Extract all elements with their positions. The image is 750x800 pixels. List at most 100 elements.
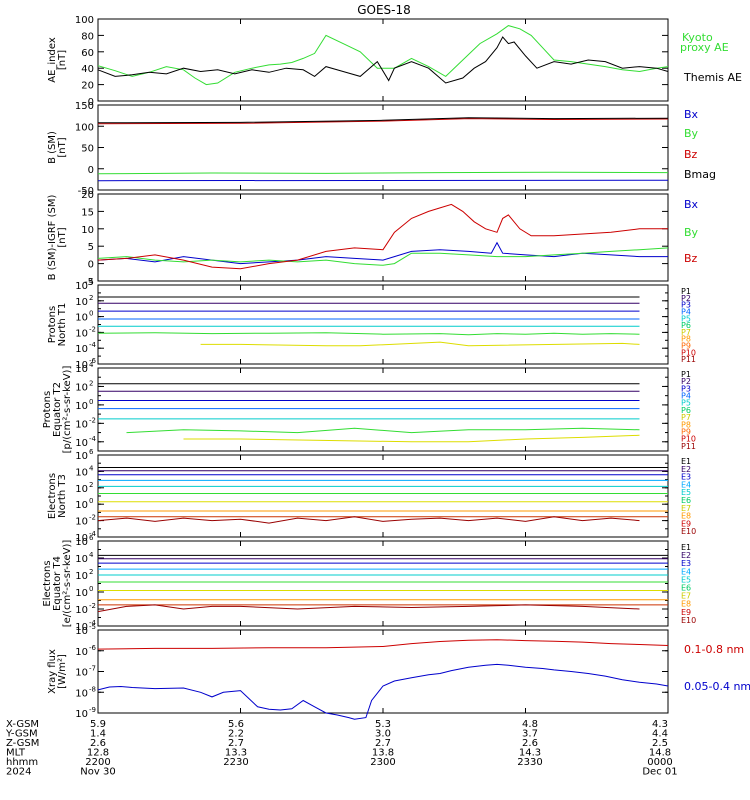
legend-label: P8 [681,420,691,429]
footer-row-label: 2024 [6,767,31,778]
y-tick-exponent: 2 [89,379,93,387]
legend-label: P6 [681,406,691,415]
footer-row-label: X-GSM [6,719,39,730]
y-axis-label: Protons [47,306,58,343]
legend-label: E5 [681,488,691,497]
y-tick-label: 50 [81,144,94,155]
legend-label: P1 [681,287,691,296]
panel-bsm: -50 0 50 100 150 B (SM) [nT] Bx By Bz Bmag [47,101,716,197]
y-tick-exponent: -6 [89,357,97,365]
legend-label: P11 [681,442,696,451]
y-tick-label: 10 [75,364,88,375]
series-line-bx [97,179,669,182]
footer-value: 13.8 [372,748,394,759]
y-tick-exponent: 0 [89,585,93,593]
legend-label: E4 [681,567,691,576]
y-tick-label: 10 [75,438,88,449]
footer-value: Nov 30 [80,767,115,778]
y-tick-label: 10 [75,605,88,616]
y-tick-label: 10 [75,360,88,371]
y-tick-label: 10 [75,328,88,339]
y-tick-label: 10 [75,517,88,528]
y-tick-label: 15 [81,207,94,218]
y-tick-label: 100 [75,122,94,133]
legend-label: E1 [681,457,691,466]
y-tick-exponent: -4 [89,530,97,538]
y-axis-label: [nT] [57,50,68,70]
legend-label: proxy AE [680,41,729,54]
y-tick-exponent: -4 [89,435,97,443]
legend-label: E8 [681,512,691,521]
series-line-bx [97,241,668,265]
y-tick-label: -50 [78,186,94,197]
y-tick-exponent: -4 [89,341,97,349]
footer-value: 14.8 [649,748,671,759]
legend-label: Bx [684,108,699,121]
series-line-0.05-0.4-nm [97,663,669,720]
legend-label: P5 [681,314,691,323]
legend-label: E9 [681,608,691,617]
series-line-s6 [200,341,640,347]
footer-row-label: MLT [6,748,26,759]
legend-label: P8 [681,335,691,344]
y-axis-label: North T3 [57,474,68,518]
y-tick-label: 10 [75,622,88,633]
y-axis-label: North T1 [57,303,68,347]
legend-label: P3 [681,301,691,310]
y-tick-label: 0 [88,165,94,176]
y-tick-exponent: 4 [89,551,94,559]
y-tick-exponent: -9 [89,706,96,714]
legend-label: E7 [681,592,691,601]
y-tick-label: 10 [75,626,88,637]
legend-label: Bz [684,148,698,161]
footer-value: 3.7 [522,729,538,740]
legend-label: E3 [681,559,691,568]
legend-label: E7 [681,504,691,513]
footer-row-label: Z-GSM [6,738,39,749]
y-tick-exponent: 2 [89,568,93,576]
footer-value: 2200 [85,757,110,768]
legend-label: P7 [681,413,691,422]
y-tick-exponent: 2 [89,294,93,302]
y-tick-exponent: 4 [89,361,94,369]
legend-label: E3 [681,473,691,482]
y-tick-exponent: -6 [89,644,97,652]
legend-label: P7 [681,328,691,337]
y-tick-exponent: 4 [89,278,94,286]
footer-value: 4.8 [522,719,538,730]
footer-row-label: hhmm [6,757,38,768]
y-tick-exponent: -2 [89,416,96,424]
legend-label: P11 [681,355,696,364]
panel-frame [97,540,669,627]
y-tick-label: 10 [81,225,94,236]
legend-label: P6 [681,321,691,330]
footer-value: 4.4 [652,729,668,740]
y-tick-label: 10 [75,709,88,720]
y-tick-label: 10 [75,297,88,308]
y-tick-label: 60 [81,48,94,59]
y-tick-label: 10 [75,382,88,393]
y-tick-label: 5 [88,242,94,253]
y-tick-label: 0 [88,260,94,271]
y-tick-label: 20 [81,81,94,92]
y-tick-exponent: 6 [89,534,94,542]
footer-value: 1.4 [90,729,106,740]
legend-label: P9 [681,342,691,351]
legend-label: E6 [681,584,691,593]
footer-value: 2.5 [652,738,668,749]
y-axis-label: AE_index [47,37,58,83]
plot-title: GOES-18 [357,3,411,17]
y-tick-label: 10 [75,647,88,658]
y-tick-label: 10 [75,484,88,495]
footer-value: 2330 [517,757,542,768]
y-axis-label: [nT] [57,227,68,247]
legend-label: P1 [681,370,691,379]
series-line-by [97,171,669,175]
legend-label: P4 [681,307,691,316]
y-axis-label: [W/m²] [57,654,68,689]
